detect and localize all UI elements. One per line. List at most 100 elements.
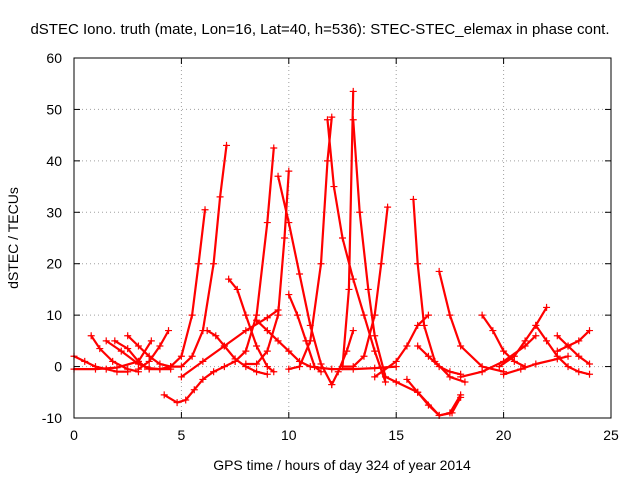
data-point [263, 327, 271, 335]
data-point [424, 352, 432, 360]
data-point [586, 360, 594, 368]
data-series [553, 332, 594, 368]
data-point [532, 321, 540, 329]
data-point [285, 291, 293, 299]
data-point [263, 363, 271, 371]
x-tick-label: 5 [178, 427, 186, 443]
data-point [296, 357, 304, 365]
data-point [306, 337, 314, 345]
data-point [330, 183, 338, 191]
data-point [96, 345, 104, 353]
data-point [270, 144, 278, 152]
data-series [225, 275, 278, 376]
data-point [270, 368, 278, 376]
data-point [182, 396, 190, 404]
data-point [543, 303, 551, 311]
data-point [349, 116, 357, 124]
x-tick-label: 20 [496, 427, 512, 443]
y-tick-label: 0 [54, 359, 62, 375]
data-point [489, 327, 497, 335]
data-series [285, 113, 336, 373]
data-point [414, 342, 422, 350]
data-point [195, 260, 203, 268]
data-point [203, 327, 211, 335]
data-point [553, 347, 561, 355]
y-tick-label: 40 [46, 153, 62, 169]
data-point [117, 347, 125, 355]
data-point [414, 321, 422, 329]
data-point [371, 347, 379, 355]
data-series [495, 303, 551, 371]
data-point [403, 375, 411, 383]
series-line [412, 198, 466, 384]
y-tick-label: 60 [46, 50, 62, 66]
data-point [274, 306, 282, 314]
data-point [461, 378, 469, 386]
data-point [124, 332, 132, 340]
data-point [285, 347, 293, 355]
series-line [438, 270, 505, 373]
data-point [109, 357, 117, 365]
data-point [223, 141, 231, 149]
data-point [521, 337, 529, 345]
data-point [296, 270, 304, 278]
data-point [220, 342, 228, 350]
data-point [478, 311, 486, 319]
series-line [556, 334, 591, 366]
data-point [233, 285, 241, 293]
x-tick-label: 10 [281, 427, 297, 443]
data-series [339, 203, 392, 371]
data-point [220, 363, 228, 371]
data-point [124, 365, 132, 373]
data-point [173, 399, 181, 407]
data-point [210, 368, 218, 376]
data-point [134, 365, 142, 373]
data-point [263, 370, 271, 378]
data-point [575, 368, 583, 376]
data-point [349, 365, 357, 373]
data-point [145, 352, 153, 360]
data-point [575, 337, 583, 345]
data-point [111, 337, 119, 345]
data-point [564, 352, 572, 360]
data-point [263, 314, 271, 322]
data-point [371, 332, 379, 340]
y-tick-label: 20 [46, 256, 62, 272]
data-point [242, 347, 250, 355]
data-point [381, 373, 389, 381]
data-point [216, 193, 224, 201]
data-point [147, 337, 155, 345]
data-point [424, 311, 432, 319]
plot-frame [73, 57, 612, 419]
data-point [81, 357, 89, 365]
data-series [435, 267, 508, 376]
data-point [253, 360, 261, 368]
data-point [345, 285, 353, 293]
data-point [156, 342, 164, 350]
data-series [145, 206, 209, 373]
data-point [102, 337, 110, 345]
data-point [360, 311, 368, 319]
data-point [253, 368, 261, 376]
data-point [517, 365, 525, 373]
series-line [137, 329, 170, 371]
data-point [420, 321, 428, 329]
data-point [586, 370, 594, 378]
data-point [414, 388, 422, 396]
data-point [285, 167, 293, 175]
data-point [156, 365, 164, 373]
data-point [328, 113, 336, 121]
series-line [498, 306, 548, 368]
data-series [349, 116, 400, 386]
data-point [165, 327, 173, 335]
data-series [177, 306, 282, 381]
y-axis-title: dSTEC / TECUs [5, 187, 21, 289]
data-point [553, 332, 561, 340]
series-line [287, 116, 333, 371]
data-point [160, 391, 168, 399]
data-point [349, 275, 357, 283]
data-point [392, 378, 400, 386]
data-point [457, 342, 465, 350]
data-point [242, 360, 250, 368]
